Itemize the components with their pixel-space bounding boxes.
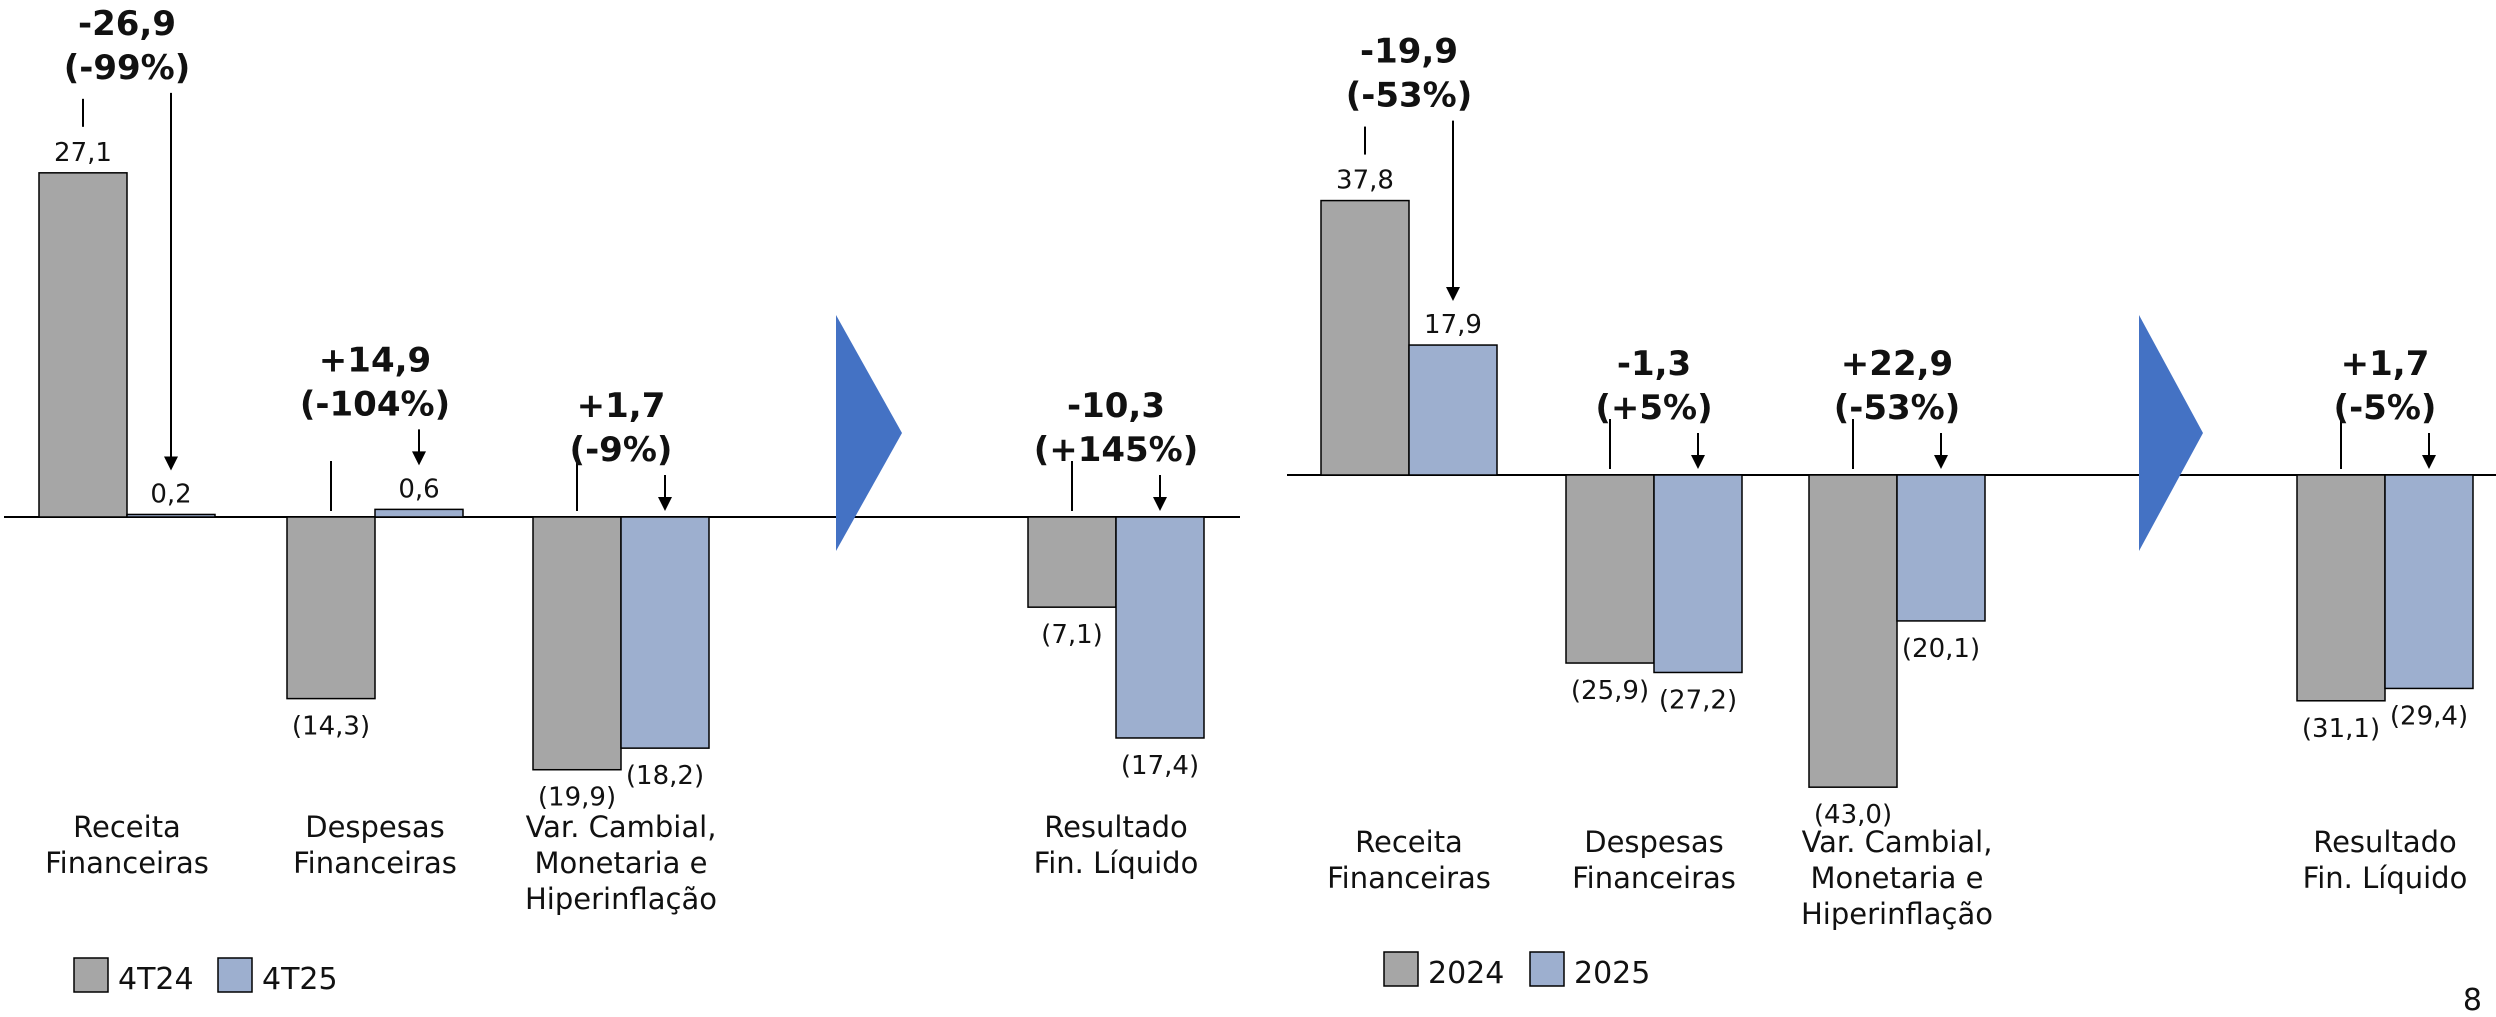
legend-swatch (1529, 951, 1565, 987)
category-label: Financeiras (1327, 861, 1491, 895)
legend-swatch (73, 957, 109, 993)
chevron-arrow-icon (2139, 315, 2203, 551)
change-arrow-head-icon (1691, 455, 1705, 469)
bar-4t24 (38, 172, 128, 518)
data-label: (43,0) (1814, 800, 1892, 830)
legend-label: 4T25 (262, 962, 338, 997)
change-arrow-head-icon (412, 451, 426, 466)
bar-2025 (1896, 474, 1986, 622)
category-label: Financeiras (45, 846, 209, 880)
data-label: 0,2 (150, 479, 191, 509)
data-label: 37,8 (1336, 166, 1394, 196)
data-label: (20,1) (1902, 634, 1980, 664)
category-label: Fin. Líquido (1034, 846, 1199, 880)
legend-swatch (217, 957, 253, 993)
bar-4t25 (620, 516, 710, 749)
bar-2024 (1565, 474, 1655, 664)
data-label: 27,1 (54, 138, 112, 168)
bar-4t24 (286, 516, 376, 700)
change-arrow-head-icon (1446, 287, 1460, 302)
change-percent: (-99%) (64, 48, 191, 88)
category-label: Monetaria e (1811, 861, 1984, 895)
category-label: Fin. Líquido (2303, 861, 2468, 895)
change-arrow-head-icon (658, 497, 672, 511)
change-delta: +1,7 (577, 386, 666, 426)
bar-2024 (1808, 474, 1898, 788)
bar-2025 (2384, 474, 2474, 690)
chevron-arrow-icon (836, 315, 902, 551)
data-label: 17,9 (1424, 310, 1482, 340)
legend-label: 4T24 (118, 962, 194, 997)
change-arrow-head-icon (1153, 497, 1167, 511)
change-percent: (-53%) (1346, 76, 1473, 116)
data-label: (18,2) (626, 761, 704, 791)
category-label: Financeiras (1572, 861, 1736, 895)
data-label: (7,1) (1041, 620, 1103, 650)
chart-quarterly: 27,10,2-26,9(-99%)ReceitaFinanceiras(14,… (4, 4, 1240, 997)
legend-swatch (1383, 951, 1419, 987)
legend-label: 2025 (1574, 956, 1650, 991)
bar-4t24 (1027, 516, 1117, 608)
category-label: Resultado (1044, 810, 1188, 844)
category-label: Hiperinflação (1801, 897, 1993, 931)
change-arrow-head-icon (164, 456, 178, 471)
category-label: Hiperinflação (525, 882, 717, 916)
category-label: Financeiras (293, 846, 457, 880)
change-delta: -26,9 (78, 4, 176, 44)
data-label: (27,2) (1659, 685, 1737, 715)
data-label: (14,3) (292, 712, 370, 742)
bar-4t25 (374, 508, 464, 518)
change-percent: (-5%) (2334, 388, 2437, 428)
data-label: (31,1) (2302, 714, 2380, 744)
change-arrow-head-icon (2422, 455, 2436, 469)
category-label: Despesas (305, 810, 445, 844)
change-delta: +14,9 (319, 340, 431, 380)
category-label: Var. Cambial, (526, 810, 717, 844)
category-label: Receita (1355, 825, 1463, 859)
change-delta: +1,7 (2341, 344, 2430, 384)
bar-2024 (1320, 199, 1410, 476)
change-arrow-head-icon (1934, 455, 1948, 469)
data-label: 0,6 (398, 474, 439, 504)
chart-annual: 37,817,9-19,9(-53%)ReceitaFinanceiras(25… (1287, 32, 2496, 991)
change-percent: (-104%) (300, 384, 450, 424)
data-label: (25,9) (1571, 676, 1649, 706)
change-percent: (+5%) (1595, 388, 1712, 428)
data-label: (29,4) (2390, 701, 2468, 731)
category-label: Monetaria e (535, 846, 708, 880)
change-percent: (+145%) (1034, 430, 1199, 470)
category-label: Var. Cambial, (1802, 825, 1993, 859)
bar-4t24 (532, 516, 622, 771)
legend-label: 2024 (1428, 956, 1504, 991)
change-delta: -1,3 (1617, 344, 1691, 384)
data-label: (19,9) (538, 783, 616, 813)
bar-2025 (1408, 344, 1498, 476)
bar-2024 (2296, 474, 2386, 702)
bar-4t25 (126, 513, 216, 518)
page-number: 8 (2463, 983, 2482, 1017)
change-delta: -10,3 (1067, 386, 1165, 426)
change-delta: -19,9 (1360, 32, 1458, 72)
change-percent: (-9%) (570, 430, 673, 470)
category-label: Despesas (1584, 825, 1724, 859)
change-delta: +22,9 (1841, 344, 1953, 384)
category-label: Resultado (2313, 825, 2457, 859)
bar-2025 (1653, 474, 1743, 674)
category-label: Receita (73, 810, 181, 844)
change-percent: (-53%) (1834, 388, 1961, 428)
data-label: (17,4) (1121, 751, 1199, 781)
bar-4t25 (1115, 516, 1205, 739)
